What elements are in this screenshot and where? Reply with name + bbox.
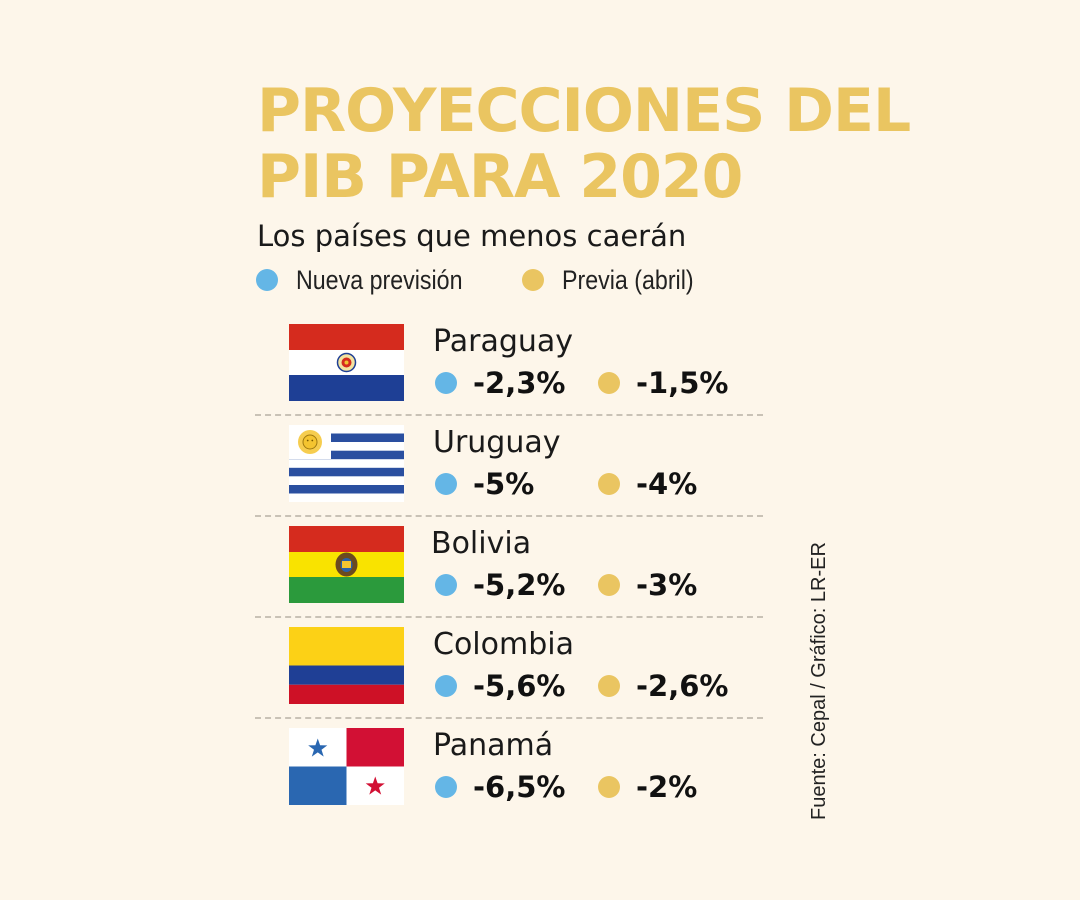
legend-dot-previa (522, 269, 544, 291)
country-row: Bolivia -5,2% -3% (255, 517, 763, 618)
value-previa: -2,6% (598, 666, 728, 706)
country-name: Colombia (433, 627, 574, 662)
legend-item-nueva: Nueva previsión (256, 260, 490, 300)
uruguay-flag-icon (289, 425, 404, 502)
dot-nueva (435, 372, 457, 394)
country-name: Uruguay (433, 425, 561, 460)
row-divider (255, 717, 763, 719)
panama-flag-icon (289, 728, 404, 805)
row-divider (255, 414, 763, 416)
colombia-flag-icon (289, 627, 404, 704)
legend-label-previa: Previa (abril) (562, 264, 694, 295)
value-previa: -2% (598, 767, 697, 807)
value-previa-label: -3% (636, 568, 698, 602)
value-nueva: -6,5% (435, 767, 565, 807)
legend-label-nueva: Nueva previsión (296, 264, 463, 295)
country-name: Bolivia (431, 526, 532, 561)
dot-nueva (435, 574, 457, 596)
country-row: Paraguay -2,3% -1,5% (255, 315, 763, 416)
legend-dot-nueva (256, 269, 278, 291)
bolivia-flag-icon (289, 526, 404, 603)
value-nueva: -5% (435, 464, 534, 504)
value-previa-label: -2,6% (636, 669, 729, 703)
value-previa-label: -1,5% (636, 366, 729, 400)
dot-nueva (435, 776, 457, 798)
row-divider (255, 616, 763, 618)
value-previa-label: -4% (636, 467, 698, 501)
dot-previa (598, 473, 620, 495)
value-previa-label: -2% (636, 770, 698, 804)
dot-nueva (435, 675, 457, 697)
value-previa: -1,5% (598, 363, 728, 403)
country-row: Panamá -6,5% -2% (255, 719, 763, 820)
legend-item-previa: Previa (abril) (522, 260, 715, 300)
country-row: Colombia -5,6% -2,6% (255, 618, 763, 719)
chart-title: PROYECCIONES DEL PIB PARA 2020 (257, 76, 911, 212)
value-nueva-label: -5% (473, 467, 535, 501)
value-previa: -4% (598, 464, 697, 504)
paraguay-flag-icon (289, 324, 404, 401)
dot-nueva (435, 473, 457, 495)
chart-subtitle: Los países que menos caerán (257, 219, 687, 253)
country-name: Paraguay (433, 324, 574, 359)
country-row: Uruguay -5% -4% (255, 416, 763, 517)
value-nueva: -5,6% (435, 666, 565, 706)
value-nueva-label: -5,6% (473, 669, 566, 703)
value-nueva-label: -5,2% (473, 568, 566, 602)
value-nueva: -2,3% (435, 363, 565, 403)
value-nueva-label: -6,5% (473, 770, 566, 804)
dot-previa (598, 372, 620, 394)
dot-previa (598, 574, 620, 596)
title-line-1: PROYECCIONES DEL (257, 76, 911, 146)
value-nueva: -5,2% (435, 565, 565, 605)
dot-previa (598, 776, 620, 798)
title-line-2: PIB PARA 2020 (257, 142, 743, 212)
row-divider (255, 515, 763, 517)
value-nueva-label: -2,3% (473, 366, 566, 400)
source-note: Fuente: Cepal / Gráfico: LR-ER (808, 542, 830, 820)
dot-previa (598, 675, 620, 697)
country-name: Panamá (433, 728, 554, 763)
value-previa: -3% (598, 565, 697, 605)
